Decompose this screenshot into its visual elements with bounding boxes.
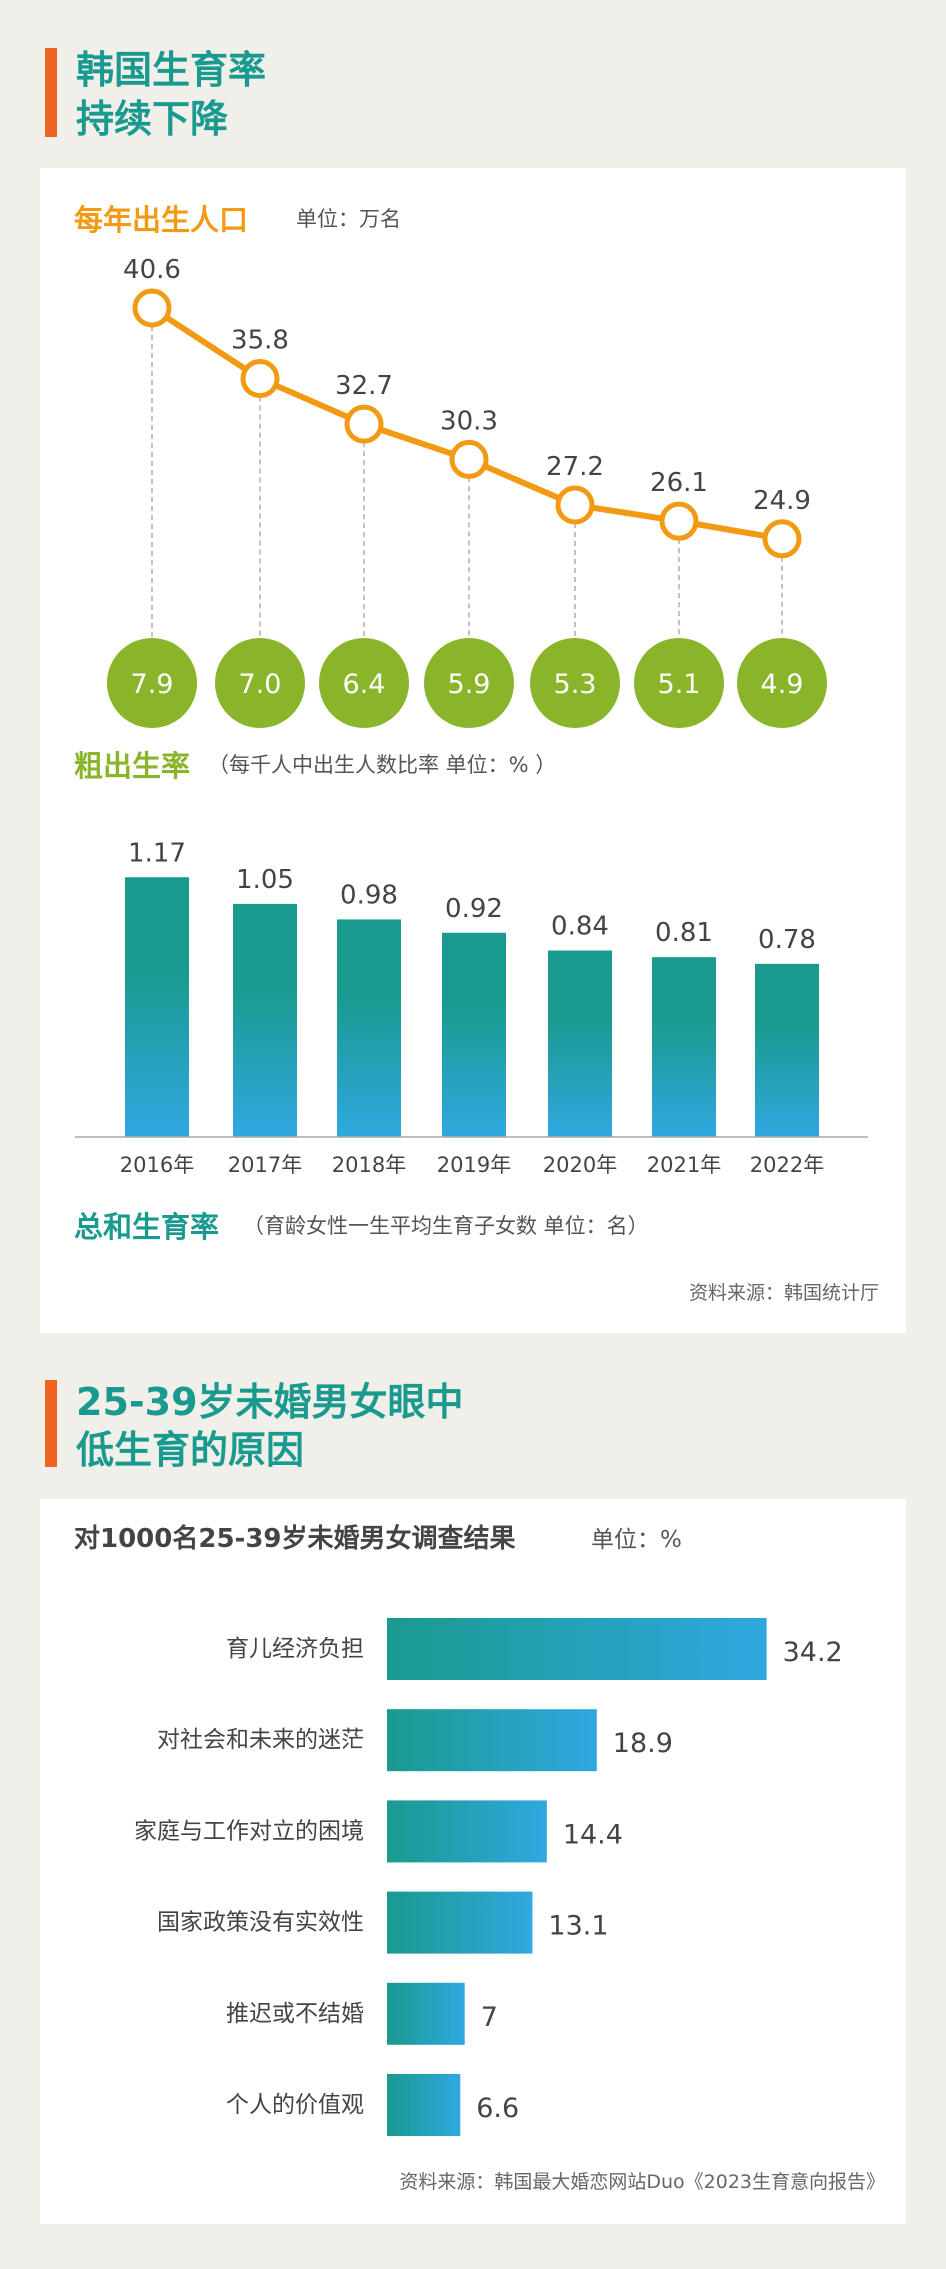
births-value-label: 27.2: [546, 452, 604, 482]
survey-value-label: 7: [481, 2002, 498, 2033]
births-point: [132, 288, 172, 328]
tfr-bar: [125, 877, 189, 1137]
births-title: 每年出生人口: [74, 203, 249, 237]
year-tick-label: 2019年: [437, 1153, 511, 1177]
section1-source: 资料来源：韩国统计厅: [688, 1282, 879, 1304]
section1-accent-bar: [45, 48, 57, 137]
births-point: [240, 359, 280, 399]
crude-rate-circle: [215, 638, 305, 728]
births-point: [344, 404, 384, 444]
crude-rate-value: 7.0: [239, 669, 282, 700]
crude-rate-title: 粗出生率: [74, 749, 191, 783]
year-tick-label: 2018年: [332, 1153, 406, 1177]
tfr-title: 总和生育率: [74, 1210, 220, 1244]
births-value-label: 24.9: [753, 486, 811, 516]
crude-rate-value: 5.9: [448, 669, 491, 700]
year-tick-label: 2021年: [647, 1153, 721, 1177]
tfr-value-label: 0.92: [445, 894, 503, 924]
survey-category-label: 个人的价值观: [226, 2092, 364, 2118]
births-point: [659, 501, 699, 541]
survey-category-label: 家庭与工作对立的困境: [134, 1818, 364, 1844]
section2-title-line2: 低生育的原因: [76, 1428, 305, 1472]
survey-bar: [387, 1982, 465, 2045]
crude-rate-circle: [424, 638, 514, 728]
tfr-value-label: 0.98: [340, 880, 398, 910]
section2-source: 资料来源：韩国最大婚恋网站Duo《2023生育意向报告》: [399, 2171, 885, 2193]
section1-title-line2: 持续下降: [76, 97, 229, 141]
tfr-bar: [337, 919, 401, 1137]
births-unit: 单位：万名: [296, 207, 401, 231]
tfr-value-label: 1.05: [236, 865, 294, 895]
survey-category-label: 育儿经济负担: [226, 1636, 364, 1662]
survey-category-label: 国家政策没有实效性: [157, 1910, 364, 1936]
tfr-value-label: 1.17: [128, 838, 186, 868]
survey-value-label: 14.4: [563, 1819, 623, 1850]
births-value-label: 32.7: [335, 371, 393, 401]
births-line-chart: 40.6 35.8 32.7 30.3 27.2 26.1 24.9 7.9 7.0 6.4 5.9…: [107, 255, 827, 728]
survey-title: 对1000名25-39岁未婚男女调查结果: [74, 1524, 516, 1554]
year-tick-label: 2017年: [228, 1153, 302, 1177]
survey-bar: [387, 1709, 597, 1772]
survey-bar: [387, 1800, 547, 1863]
section1-card: [40, 168, 906, 1333]
section2-accent-bar: [45, 1380, 57, 1467]
crude-rate-value: 6.4: [343, 669, 386, 700]
tfr-value-label: 0.78: [758, 925, 816, 955]
crude-rate-circle: [634, 638, 724, 728]
section1-title-line1: 韩国生育率: [76, 48, 267, 92]
births-point: [449, 439, 489, 479]
section2-title-line1: 25-39岁未婚男女眼中: [76, 1380, 464, 1424]
survey-category-label: 对社会和未来的迷茫: [157, 1727, 364, 1753]
survey-value-label: 34.2: [783, 1637, 843, 1668]
crude-rate-circle: [319, 638, 409, 728]
survey-value-label: 18.9: [613, 1728, 673, 1759]
births-point: [555, 485, 595, 525]
crude-rate-unit: （每千人中出生人数比率 单位：% ）: [208, 753, 557, 777]
crude-rate-circle: [530, 638, 620, 728]
crude-rate-value: 5.1: [658, 669, 701, 700]
births-value-label: 26.1: [650, 468, 708, 498]
survey-bar-chart: 育儿经济负担 34.2 对社会和未来的迷茫 18.9 家庭与工作对立的困境 14.4 国家政…: [134, 1618, 843, 2136]
births-point: [762, 519, 802, 559]
births-value-label: 40.6: [123, 255, 181, 285]
tfr-bar: [652, 957, 716, 1137]
tfr-value-label: 0.81: [655, 918, 713, 948]
survey-value-label: 13.1: [548, 1911, 608, 1942]
survey-category-label: 推迟或不结婚: [226, 2001, 364, 2027]
survey-bar: [387, 1891, 533, 1954]
year-tick-label: 2022年: [750, 1153, 824, 1177]
year-tick-label: 2016年: [120, 1153, 194, 1177]
crude-rate-value: 4.9: [761, 669, 804, 700]
survey-value-label: 6.6: [476, 2093, 519, 2124]
crude-rate-circle: [107, 638, 197, 728]
births-value-label: 30.3: [440, 406, 498, 436]
crude-rate-circle: [737, 638, 827, 728]
tfr-bar: [233, 903, 297, 1137]
tfr-bar: [548, 950, 612, 1137]
year-tick-label: 2020年: [543, 1153, 617, 1177]
survey-bar: [387, 1618, 767, 1680]
births-value-label: 35.8: [231, 326, 289, 356]
tfr-value-label: 0.84: [551, 912, 609, 942]
survey-bar: [387, 2074, 461, 2136]
crude-rate-value: 7.9: [131, 669, 174, 700]
crude-rate-value: 5.3: [554, 669, 597, 700]
tfr-bar-chart: 1.17 2016年 1.05 2017年 0.98 2018年 0.92 2019年 0.84…: [75, 838, 868, 1177]
tfr-bar: [442, 932, 506, 1137]
survey-unit: 单位：%: [591, 1527, 682, 1553]
tfr-bar: [755, 963, 819, 1137]
tfr-unit: （育龄女性一生平均生育子女数 单位：名）: [243, 1214, 649, 1238]
